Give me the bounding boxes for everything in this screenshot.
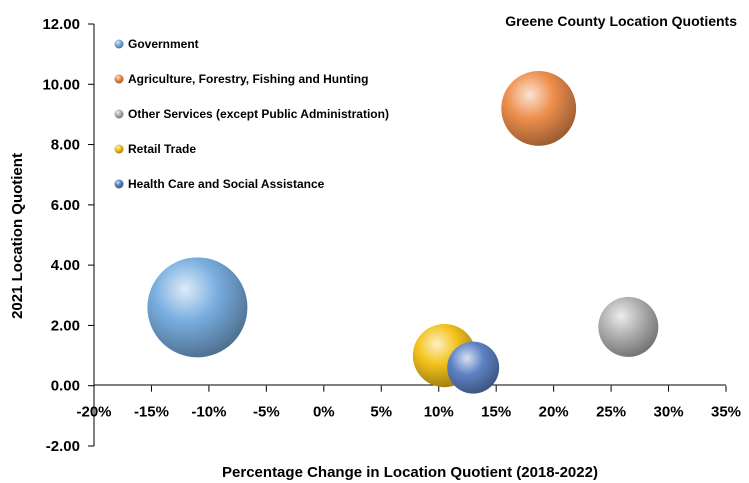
legend-label: Agriculture, Forestry, Fishing and Hunti…	[128, 72, 368, 86]
bubble	[501, 70, 577, 146]
bubble	[598, 296, 659, 357]
y-tick-label: 6.00	[51, 197, 80, 214]
y-tick-label: 4.00	[51, 257, 80, 274]
y-tick-label: -2.00	[46, 438, 80, 455]
x-tick-label: 20%	[539, 404, 569, 421]
legend-marker	[114, 144, 124, 154]
legend-marker	[114, 39, 124, 49]
y-axis-title: 2021 Location Quotient	[9, 153, 26, 319]
y-tick-label: 2.00	[51, 317, 80, 334]
x-tick-label: 10%	[424, 404, 454, 421]
x-tick-label: 15%	[481, 404, 511, 421]
y-tick-label: 8.00	[51, 137, 80, 154]
x-tick-label: 5%	[370, 404, 392, 421]
bubble	[447, 341, 500, 394]
legend-marker	[114, 179, 124, 189]
x-tick-label: -15%	[134, 404, 169, 421]
x-tick-label: -10%	[191, 404, 226, 421]
x-tick-label: 25%	[596, 404, 626, 421]
chart-title: Greene County Location Quotients	[505, 13, 737, 29]
x-tick-label: -5%	[253, 404, 280, 421]
x-tick-label: 30%	[654, 404, 684, 421]
legend: Government Agriculture, Forestry, Fishing…	[114, 37, 389, 191]
y-axis-ticks: 12.00 10.00 8.00 6.00 4.00 2.00 0.00 -2.00	[42, 16, 94, 455]
x-tick-label: -20%	[76, 404, 111, 421]
legend-label: Government	[128, 37, 199, 51]
bubble-series	[147, 70, 659, 394]
legend-label: Other Services (except Public Administra…	[128, 107, 389, 121]
x-axis-ticks: -20% -15% -10% -5% 0% 5% 10% 15% 20% 25% 30% 35%	[76, 385, 741, 421]
legend-marker	[114, 74, 124, 84]
legend-marker	[114, 109, 124, 119]
legend-label: Retail Trade	[128, 142, 196, 156]
bubble	[147, 257, 248, 358]
x-tick-label: 0%	[313, 404, 335, 421]
y-tick-label: 10.00	[42, 76, 80, 93]
x-tick-label: 35%	[711, 404, 741, 421]
y-tick-label: 12.00	[42, 16, 80, 33]
x-axis-title: Percentage Change in Location Quotient (…	[222, 464, 598, 481]
legend-label: Health Care and Social Assistance	[128, 177, 325, 191]
y-tick-label: 0.00	[51, 378, 80, 395]
